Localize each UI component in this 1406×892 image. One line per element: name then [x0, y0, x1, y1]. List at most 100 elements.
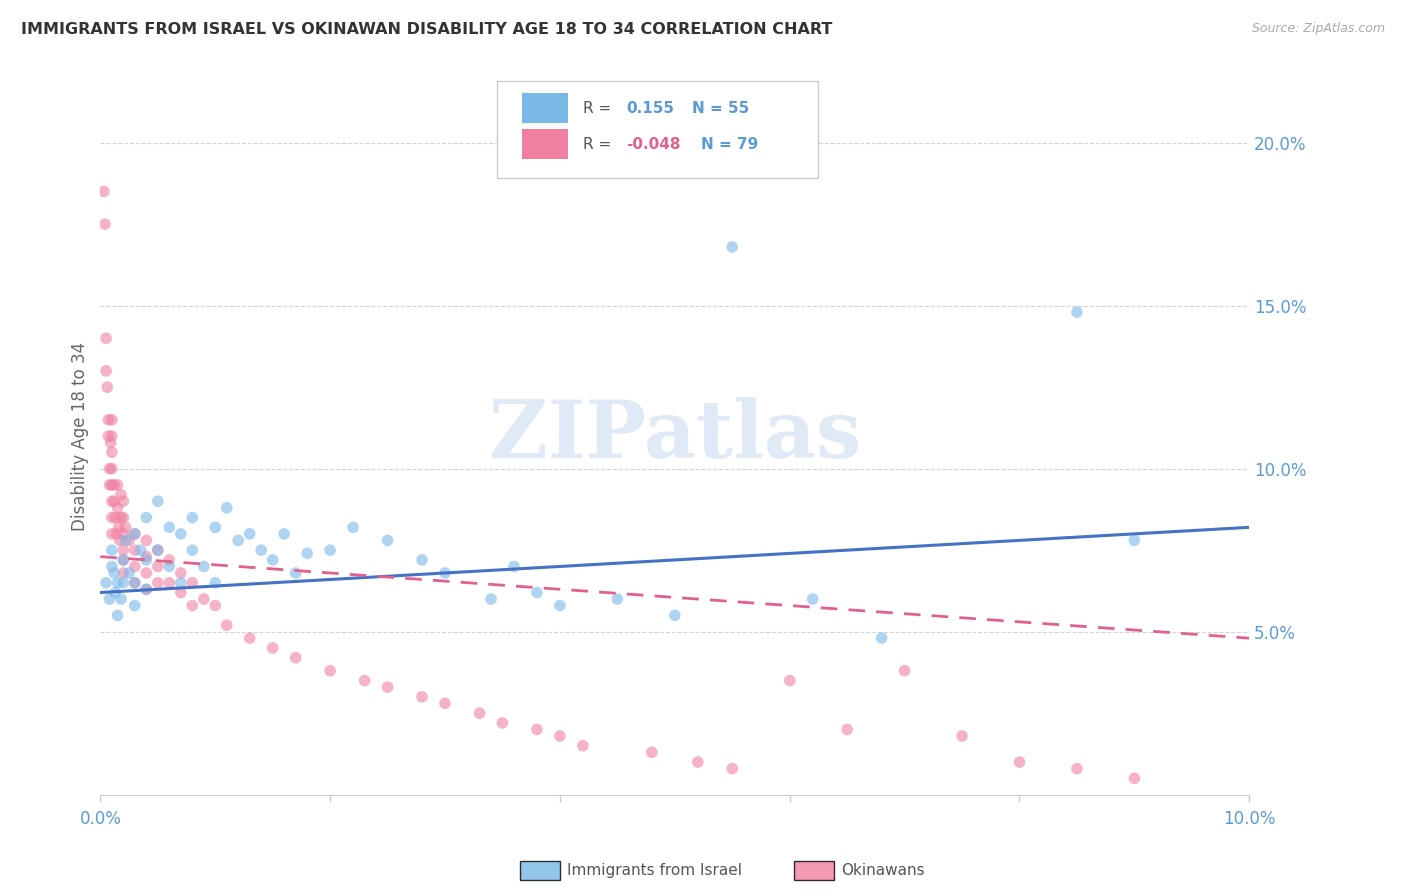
Point: [94, 575, 117, 590]
Point: [135, 582, 157, 597]
Point: [107, 500, 129, 515]
Point: [146, 559, 169, 574]
Text: N = 55: N = 55: [692, 101, 749, 116]
Text: 0.155: 0.155: [627, 101, 675, 116]
Point: [181, 575, 204, 590]
Point: [950, 729, 973, 743]
Point: [377, 680, 399, 694]
Point: [284, 650, 307, 665]
Point: [135, 510, 157, 524]
Point: [319, 543, 342, 558]
Point: [262, 640, 284, 655]
Point: [124, 559, 146, 574]
Point: [146, 543, 169, 558]
Point: [107, 478, 129, 492]
Point: [204, 520, 226, 534]
Point: [146, 543, 169, 558]
Point: [1123, 533, 1146, 548]
Point: [215, 618, 238, 632]
Text: N = 79: N = 79: [702, 136, 758, 152]
FancyBboxPatch shape: [496, 81, 818, 178]
Point: [1066, 305, 1088, 319]
Point: [353, 673, 375, 688]
Point: [157, 553, 180, 567]
Point: [664, 608, 686, 623]
Point: [107, 608, 129, 623]
Point: [124, 526, 146, 541]
Point: [112, 553, 135, 567]
Text: -0.048: -0.048: [627, 136, 681, 152]
Text: R =: R =: [583, 136, 616, 152]
Point: [226, 533, 249, 548]
Point: [262, 553, 284, 567]
Point: [110, 488, 132, 502]
Point: [434, 697, 457, 711]
Point: [146, 494, 169, 508]
Point: [98, 461, 121, 475]
Point: [434, 566, 457, 580]
Point: [107, 520, 129, 534]
Point: [101, 510, 124, 524]
Point: [1123, 772, 1146, 786]
Point: [181, 543, 204, 558]
Point: [96, 380, 118, 394]
Text: Immigrants from Israel: Immigrants from Israel: [567, 863, 741, 878]
Point: [870, 631, 893, 645]
Point: [101, 429, 124, 443]
Point: [479, 592, 502, 607]
Point: [101, 494, 124, 508]
Point: [526, 585, 548, 599]
Point: [411, 690, 433, 704]
Point: [342, 520, 364, 534]
Point: [124, 575, 146, 590]
Text: R =: R =: [583, 101, 616, 116]
Point: [1066, 762, 1088, 776]
Point: [181, 510, 204, 524]
Text: ZIPatlas: ZIPatlas: [489, 397, 860, 475]
Point: [572, 739, 595, 753]
Point: [124, 543, 146, 558]
Point: [112, 494, 135, 508]
Point: [112, 553, 135, 567]
Point: [101, 478, 124, 492]
Point: [104, 510, 127, 524]
Point: [146, 575, 169, 590]
Text: IMMIGRANTS FROM ISRAEL VS OKINAWAN DISABILITY AGE 18 TO 34 CORRELATION CHART: IMMIGRANTS FROM ISRAEL VS OKINAWAN DISAB…: [21, 22, 832, 37]
Point: [295, 546, 318, 560]
Point: [94, 217, 117, 231]
Point: [893, 664, 915, 678]
Point: [118, 566, 141, 580]
Point: [204, 599, 226, 613]
Point: [170, 566, 193, 580]
Point: [98, 592, 121, 607]
Point: [101, 413, 124, 427]
Point: [1008, 755, 1031, 769]
Point: [181, 599, 204, 613]
Point: [157, 520, 180, 534]
Point: [100, 435, 122, 450]
Point: [377, 533, 399, 548]
Point: [101, 559, 124, 574]
Point: [721, 240, 744, 254]
Point: [129, 543, 152, 558]
Point: [411, 553, 433, 567]
Point: [548, 599, 571, 613]
Point: [721, 762, 744, 776]
Text: Source: ZipAtlas.com: Source: ZipAtlas.com: [1251, 22, 1385, 36]
Point: [801, 592, 824, 607]
Point: [93, 185, 115, 199]
Point: [112, 526, 135, 541]
Point: [112, 566, 135, 580]
Point: [135, 553, 157, 567]
Point: [135, 566, 157, 580]
Point: [101, 543, 124, 558]
Point: [135, 533, 157, 548]
Point: [170, 575, 193, 590]
Point: [124, 599, 146, 613]
Point: [107, 575, 129, 590]
Point: [204, 575, 226, 590]
Point: [94, 331, 117, 345]
Point: [104, 585, 127, 599]
Point: [110, 592, 132, 607]
Point: [110, 510, 132, 524]
